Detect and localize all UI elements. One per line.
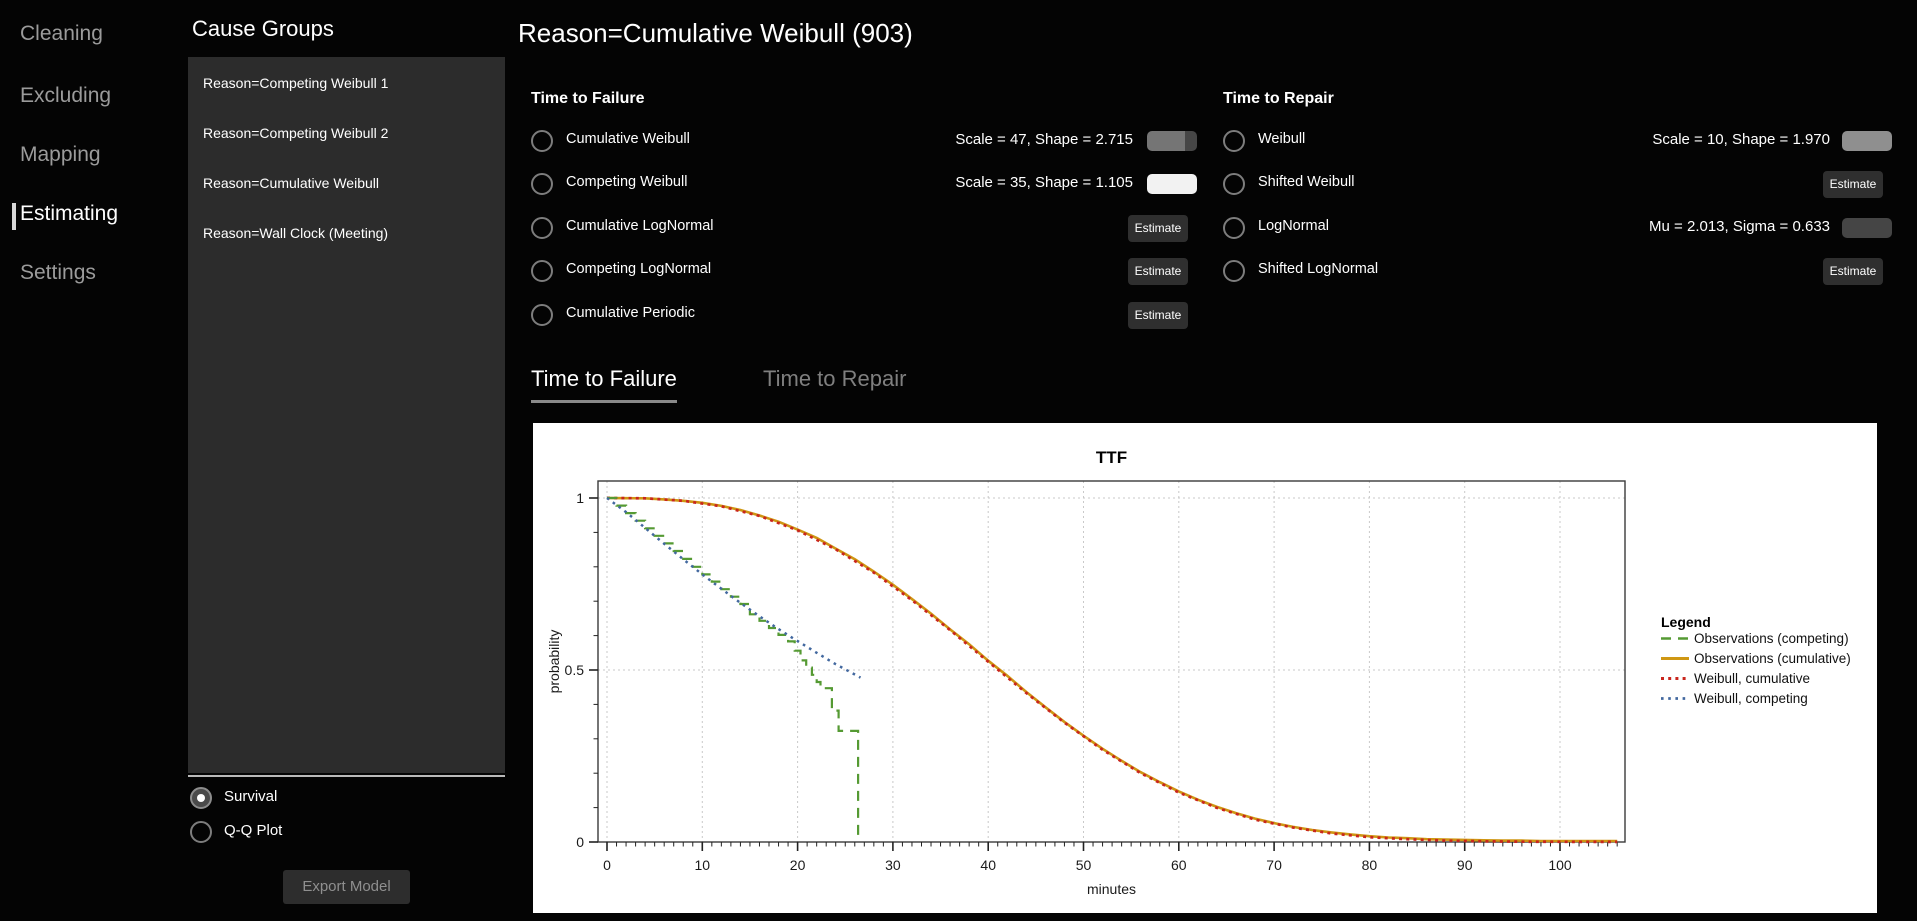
x-tick-label: 0: [603, 857, 611, 873]
ttf-label-cumulative-lognormal: Cumulative LogNormal: [566, 218, 714, 234]
legend-entry: Weibull, competing: [1694, 691, 1808, 706]
ttr-gray-swatch-weibull[interactable]: [1842, 131, 1892, 151]
view-radio-label-qq-plot: Q-Q Plot: [224, 822, 283, 839]
ttf-chart: 0 10 20 30 40 50 60 70 80 90 100 0 0.5 1 TTF minutes pro…: [546, 448, 1851, 897]
ttr-radio-lognormal[interactable]: [1223, 217, 1245, 239]
sidebar-item-estimating[interactable]: Estimating: [20, 202, 119, 225]
legend-entry: Observations (cumulative): [1694, 651, 1851, 666]
ttf-estimate-button-competing-lognormal[interactable]: Estimate: [1128, 258, 1188, 285]
ttr-radio-shifted-weibull[interactable]: [1223, 173, 1245, 195]
ttr-radio-shifted-lognormal[interactable]: [1223, 260, 1245, 282]
x-tick-label: 10: [695, 857, 711, 873]
x-axis-label: minutes: [1087, 881, 1136, 897]
cause-group-item[interactable]: Reason=Competing Weibull 2: [203, 125, 389, 141]
x-tick-label: 40: [980, 857, 996, 873]
series-weibull-competing: [606, 496, 862, 679]
ttf-value-competing-weibull: Scale = 35, Shape = 1.105: [955, 174, 1133, 191]
ttf-label-cumulative-periodic: Cumulative Periodic: [566, 305, 695, 321]
cause-groups-list: Reason=Competing Weibull 1 Reason=Competi…: [188, 57, 505, 773]
ttf-label-competing-lognormal: Competing LogNormal: [566, 261, 712, 277]
legend-entry: Observations (competing): [1694, 631, 1849, 646]
legend-title: Legend: [1661, 614, 1711, 630]
plot-frame: [597, 480, 1626, 843]
series-observations-competing-: [607, 496, 860, 842]
ttr-label-shifted-weibull: Shifted Weibull: [1258, 174, 1355, 190]
sidebar-item-cleaning[interactable]: Cleaning: [20, 22, 103, 45]
y-tick-label: 0: [576, 834, 584, 850]
ttf-label-competing-weibull: Competing Weibull: [566, 174, 688, 190]
cause-group-item[interactable]: Reason=Wall Clock (Meeting): [203, 225, 389, 241]
ttr-estimate-button-shifted-weibull[interactable]: Estimate: [1823, 171, 1883, 198]
ttr-value-weibull: Scale = 10, Shape = 1.970: [1652, 131, 1830, 148]
tab-time-to-failure[interactable]: Time to Failure: [531, 366, 677, 403]
sidebar-item-settings[interactable]: Settings: [20, 261, 96, 284]
x-tick-label: 30: [885, 857, 901, 873]
ttf-estimate-button-cumulative-lognormal[interactable]: Estimate: [1128, 215, 1188, 242]
ttf-label-cumulative-weibull: Cumulative Weibull: [566, 131, 690, 147]
ttr-section-title: Time to Repair: [1223, 90, 1334, 107]
legend-entry: Weibull, cumulative: [1694, 671, 1810, 686]
ttf-radio-cumulative-weibull[interactable]: [531, 130, 553, 152]
x-tick-label: 50: [1076, 857, 1092, 873]
ttr-estimate-button-shifted-lognormal[interactable]: Estimate: [1823, 258, 1883, 285]
chart-title: TTF: [1096, 448, 1127, 467]
active-nav-indicator: [12, 203, 16, 230]
x-tick-label: 70: [1266, 857, 1282, 873]
x-tick-label: 60: [1171, 857, 1187, 873]
y-tick-label: 0.5: [565, 662, 585, 678]
cause-groups-divider: [188, 775, 505, 777]
y-tick-label: 1: [576, 490, 584, 506]
ttr-label-shifted-lognormal: Shifted LogNormal: [1258, 261, 1379, 277]
y-axis-label: probability: [546, 630, 562, 694]
tab-time-to-repair[interactable]: Time to Repair: [763, 366, 907, 391]
page-title: Reason=Cumulative Weibull (903): [518, 18, 913, 48]
cause-group-item[interactable]: Reason=Cumulative Weibull: [203, 175, 379, 191]
view-radio-dot: [197, 794, 205, 802]
ttr-radio-weibull[interactable]: [1223, 130, 1245, 152]
x-tick-label: 20: [790, 857, 806, 873]
ttf-radio-cumulative-lognormal[interactable]: [531, 217, 553, 239]
sidebar-item-mapping[interactable]: Mapping: [20, 143, 101, 166]
ttf-section-title: Time to Failure: [531, 90, 645, 107]
ttr-label-lognormal: LogNormal: [1258, 218, 1329, 234]
ttf-progress-swatch-cumulative-weibull[interactable]: [1147, 131, 1197, 151]
cause-group-item[interactable]: Reason=Competing Weibull 1: [203, 75, 389, 91]
ttf-radio-competing-lognormal[interactable]: [531, 260, 553, 282]
cause-groups-title: Cause Groups: [192, 16, 334, 41]
export-model-button[interactable]: Export Model: [283, 870, 410, 904]
ttr-darkgray-swatch-lognormal[interactable]: [1842, 218, 1892, 238]
x-tick-label: 100: [1548, 857, 1572, 873]
view-radio-survival[interactable]: [190, 787, 212, 809]
ttf-estimate-button-cumulative-periodic[interactable]: Estimate: [1128, 302, 1188, 329]
ttr-value-lognormal: Mu = 2.013, Sigma = 0.633: [1649, 218, 1830, 235]
series-weibull-cumulative: [606, 496, 1618, 844]
view-radio-qq-plot[interactable]: [190, 821, 212, 843]
x-tick-label: 90: [1457, 857, 1473, 873]
ttr-label-weibull: Weibull: [1258, 131, 1306, 147]
ttf-radio-cumulative-periodic[interactable]: [531, 304, 553, 326]
x-tick-label: 80: [1362, 857, 1378, 873]
ttf-value-cumulative-weibull: Scale = 47, Shape = 2.715: [955, 131, 1133, 148]
sidebar-item-excluding[interactable]: Excluding: [20, 84, 112, 107]
view-radio-label-survival: Survival: [224, 788, 278, 805]
ttf-white-swatch-competing-weibull[interactable]: [1147, 174, 1197, 194]
ttf-radio-competing-weibull[interactable]: [531, 173, 553, 195]
chart-panel: 0 10 20 30 40 50 60 70 80 90 100 0 0.5 1 TTF minutes pro…: [533, 423, 1877, 913]
